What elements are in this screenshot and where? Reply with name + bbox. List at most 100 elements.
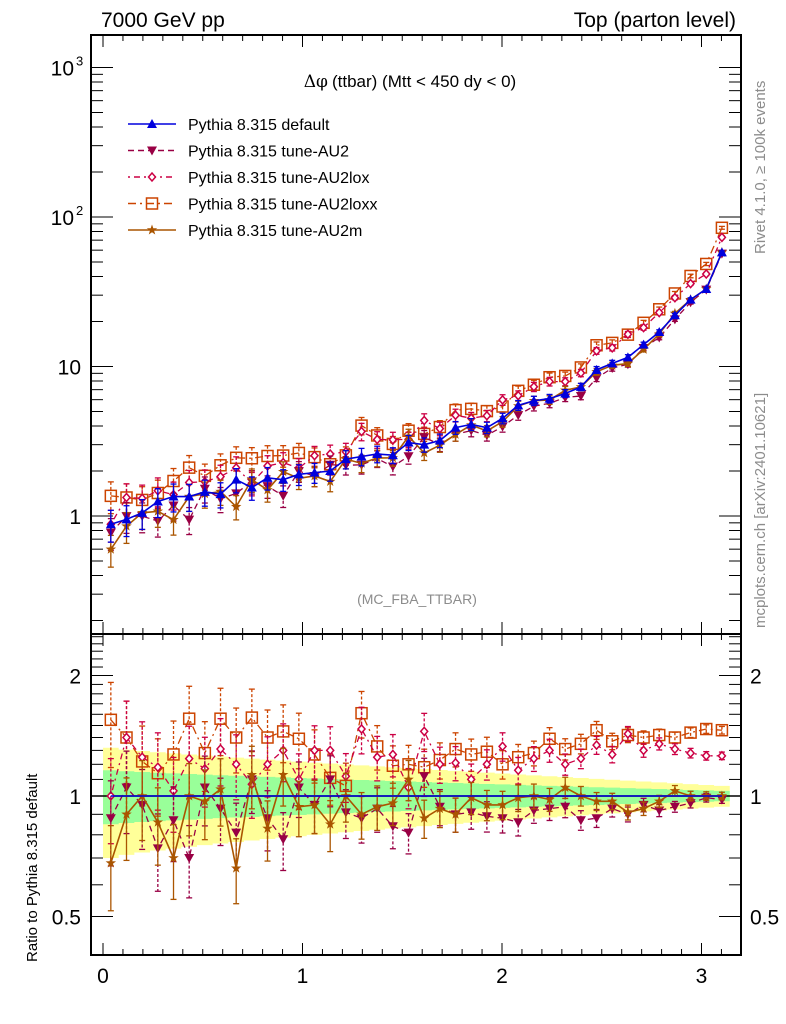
ratio-y-tick-label-right: 1: [750, 786, 762, 809]
header-left: 7000 GeV pp: [101, 9, 225, 32]
data-point: [372, 448, 383, 458]
ratio-data-point: [229, 731, 243, 744]
data-point: [529, 381, 539, 392]
ratio-data-point: [498, 741, 508, 752]
series-line: [110, 227, 723, 501]
ratio-data-point: [529, 753, 539, 764]
analysis-label: (MC_FBA_TTBAR): [357, 591, 477, 607]
ratio-data-point: [230, 862, 242, 873]
ratio-data-point: [182, 712, 196, 725]
series-line: [110, 237, 723, 525]
ratio-data-point: [292, 732, 306, 746]
data-point: [607, 342, 617, 353]
legend-label: Pythia 8.315 default: [188, 117, 330, 134]
legend-label: Pythia 8.315 tune-AU2: [188, 144, 349, 161]
y-tick-label: 10: [58, 357, 81, 380]
ratio-data-point: [245, 711, 259, 724]
data-point: [105, 543, 117, 554]
ratio-data-point: [184, 753, 194, 764]
data-point: [121, 514, 132, 524]
ratio-data-point: [215, 783, 226, 794]
ratio-data-point: [451, 757, 461, 769]
data-point: [513, 411, 524, 421]
ratio-data-point: [418, 812, 430, 823]
legend-marker: [147, 146, 157, 156]
data-point: [293, 469, 304, 479]
data-point: [168, 491, 179, 501]
ratio-data-point: [184, 854, 195, 864]
ratio-data-point: [105, 857, 117, 868]
ratio-data-point: [168, 816, 179, 826]
ratio-data-point: [607, 749, 617, 760]
data-point: [356, 451, 367, 461]
y-tick-label-exponent: 3: [76, 54, 83, 69]
ratio-data-point: [575, 816, 586, 826]
ratio-data-point: [419, 726, 429, 737]
ratio-series-pythia-8-315-tune-au2lox: [106, 700, 727, 845]
data-point: [466, 419, 477, 429]
legend-item: Pythia 8.315 tune-AU2: [128, 144, 349, 161]
data-point: [576, 367, 586, 379]
ratio-data-point: [169, 785, 179, 796]
data-point: [575, 381, 586, 391]
data-point: [622, 358, 634, 368]
ratio-data-point: [310, 745, 320, 756]
data-point: [137, 507, 148, 517]
ratio-data-point: [450, 808, 461, 819]
ratio-data-point: [637, 731, 650, 744]
legend-item: Pythia 8.315 tune-AU2loxx: [128, 197, 377, 214]
ratio-data-point: [622, 806, 634, 817]
ratio-data-point: [686, 747, 696, 759]
ratio-data-point: [293, 801, 305, 812]
data-point: [716, 247, 727, 257]
data-point: [246, 482, 257, 492]
data-point: [545, 376, 555, 387]
ratio-data-point: [544, 794, 555, 804]
ratio-data-point: [701, 750, 711, 761]
data-point: [513, 400, 524, 410]
ratio-data-point: [560, 759, 570, 770]
data-point: [215, 489, 226, 499]
data-point: [670, 292, 680, 303]
ratio-data-point: [513, 818, 524, 828]
ratio-y-tick-label: 2: [69, 666, 81, 689]
data-point: [528, 395, 539, 405]
ratio-ylabel: Ratio to Pythia 8.315 default: [24, 773, 41, 962]
data-point: [325, 465, 336, 475]
legend-marker: [146, 224, 158, 235]
ratio-data-point: [199, 795, 211, 806]
legend-marker: [147, 171, 157, 183]
data-point: [278, 491, 289, 501]
ratio-data-point: [277, 769, 289, 780]
ratio-data-point: [387, 797, 399, 808]
data-point: [654, 307, 664, 318]
ratio-data-point: [153, 762, 163, 773]
ratio-data-point: [654, 795, 665, 806]
ratio-data-point: [104, 713, 118, 727]
ratio-data-point: [262, 822, 273, 833]
data-point: [685, 294, 696, 304]
data-point: [481, 422, 492, 432]
data-point: [340, 454, 351, 464]
data-point: [513, 390, 523, 401]
data-point: [717, 232, 727, 243]
ratio-series-line: [110, 774, 722, 861]
legend-label: Pythia 8.315 tune-AU2loxx: [188, 197, 377, 214]
y-tick-label: 10: [51, 58, 74, 81]
ratio-y-tick-label-right: 0.5: [750, 907, 779, 930]
ratio-series-group: [104, 681, 729, 912]
ratio-data-point: [419, 772, 430, 782]
data-point: [497, 413, 508, 423]
data-point: [419, 415, 429, 426]
ratio-data-point: [152, 816, 164, 827]
legend-marker: [147, 119, 157, 128]
ratio-y-tick-label-right: 2: [750, 666, 762, 689]
data-point: [387, 450, 398, 460]
ratio-uncertainty-bands: [103, 747, 730, 859]
data-point: [122, 492, 131, 503]
ratio-data-point: [543, 732, 556, 746]
data-point: [310, 450, 320, 461]
ratio-data-point: [668, 731, 682, 744]
ratio-data-point: [121, 808, 132, 819]
